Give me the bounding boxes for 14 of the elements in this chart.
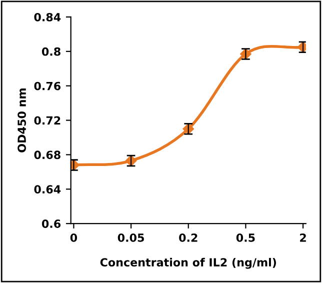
x-axis-title: Concentration of IL2 (ng/ml) <box>100 258 276 269</box>
y-tick-label: 0.76 <box>34 82 61 90</box>
y-axis-title: OD450 nm <box>18 88 26 152</box>
y-tick-label: 0.8 <box>42 47 60 56</box>
x-tick-label: 0.5 <box>236 233 255 242</box>
y-tick-label: 0.64 <box>34 185 61 194</box>
x-tick-label: 2 <box>300 233 306 242</box>
y-tick-label: 0.84 <box>34 12 61 22</box>
y-tick-label: 0.68 <box>34 150 60 160</box>
x-tick-label: 0 <box>70 233 78 242</box>
y-tick-label: 0.6 <box>42 220 61 228</box>
x-tick-label: 0.05 <box>118 233 144 242</box>
x-tick-label: 0.2 <box>179 233 198 242</box>
y-tick-label: 0.72 <box>34 116 60 125</box>
